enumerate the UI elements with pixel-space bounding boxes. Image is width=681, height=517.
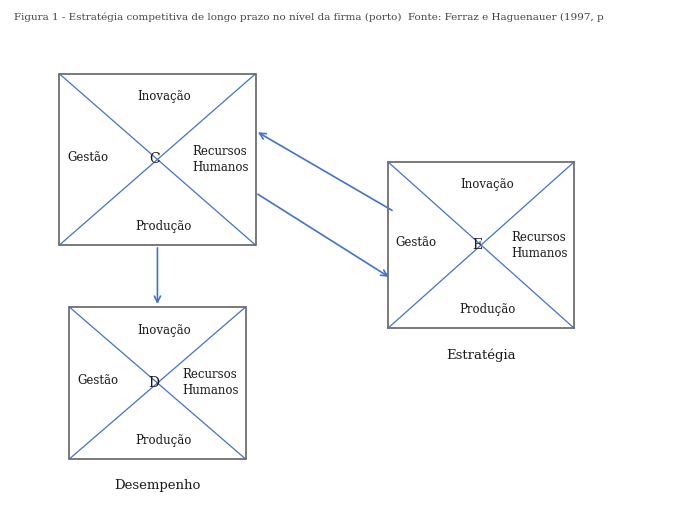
Text: Estratégia: Estratégia [446, 348, 516, 362]
Text: Inovação: Inovação [137, 324, 191, 337]
Text: Gestão: Gestão [77, 374, 118, 387]
Text: Gestão: Gestão [396, 236, 437, 249]
FancyBboxPatch shape [388, 162, 574, 328]
Text: Produção: Produção [136, 434, 192, 447]
Text: Inovação: Inovação [461, 178, 514, 191]
FancyBboxPatch shape [69, 307, 246, 459]
Text: Recursos
Humanos: Recursos Humanos [193, 145, 249, 174]
Text: Recursos
Humanos: Recursos Humanos [183, 369, 239, 398]
Text: Desempenho: Desempenho [114, 479, 201, 492]
Text: C: C [149, 153, 159, 166]
Text: Inovação: Inovação [137, 90, 191, 103]
Text: Figura 1 - Estratégia competitiva de longo prazo no nível da firma (porto)  Font: Figura 1 - Estratégia competitiva de lon… [14, 13, 603, 22]
Text: Produção: Produção [460, 303, 516, 316]
FancyBboxPatch shape [59, 74, 255, 245]
Text: D: D [148, 376, 159, 390]
Text: E: E [473, 238, 483, 252]
Text: Recursos
Humanos: Recursos Humanos [511, 231, 568, 260]
Text: Gestão: Gestão [67, 150, 108, 163]
Text: Produção: Produção [136, 220, 192, 233]
